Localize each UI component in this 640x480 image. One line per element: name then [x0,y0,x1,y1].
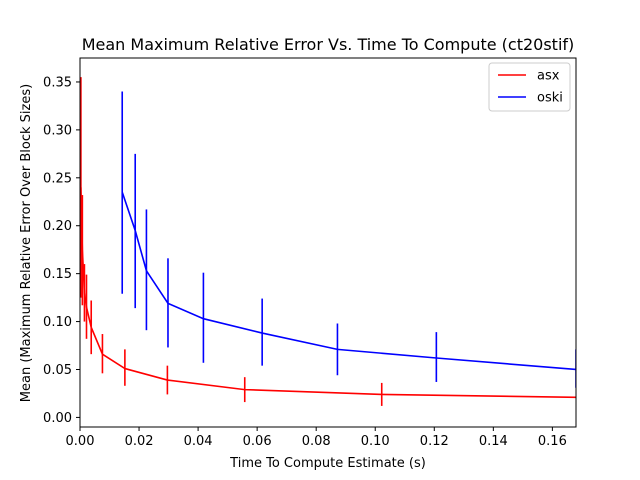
x-tick-label: 0.06 [243,434,272,449]
x-tick-label: 0.08 [302,434,331,449]
plot-area [80,77,576,406]
axes: 0.00 0.02 0.04 0.06 0.08 0.10 0.12 0.14 0.16 0.00… [43,57,577,449]
y-tick-label: 0.10 [43,315,72,330]
x-tick-label: 0.02 [125,434,154,449]
x-tick-label: 0.16 [538,434,567,449]
y-tick-label: 0.05 [43,363,72,378]
legend-label-asx: asx [537,69,560,84]
y-tick-label: 0.25 [43,171,72,186]
y-tick-label: 0.35 [43,75,72,90]
legend: asx oski [488,62,571,112]
x-tick-label: 0.12 [420,434,449,449]
y-tick-label: 0.00 [43,411,72,426]
x-tick-label: 0.00 [66,434,95,449]
x-tick-label: 0.10 [361,434,390,449]
y-tick-label: 0.20 [43,219,72,234]
y-tick-label: 0.15 [43,267,72,282]
y-axis-label: Mean (Maximum Relative Error Over Block … [19,84,34,402]
x-tick-label: 0.04 [184,434,213,449]
x-tick-label: 0.14 [479,434,508,449]
legend-label-oski: oski [537,91,563,106]
chart-title: Mean Maximum Relative Error Vs. Time To … [82,35,575,54]
series-line-asx [80,187,576,399]
y-tick-label: 0.30 [43,123,72,138]
plot-frame [79,57,577,428]
series-line-oski [121,191,576,371]
x-axis-label: Time To Compute Estimate (s) [229,456,426,471]
